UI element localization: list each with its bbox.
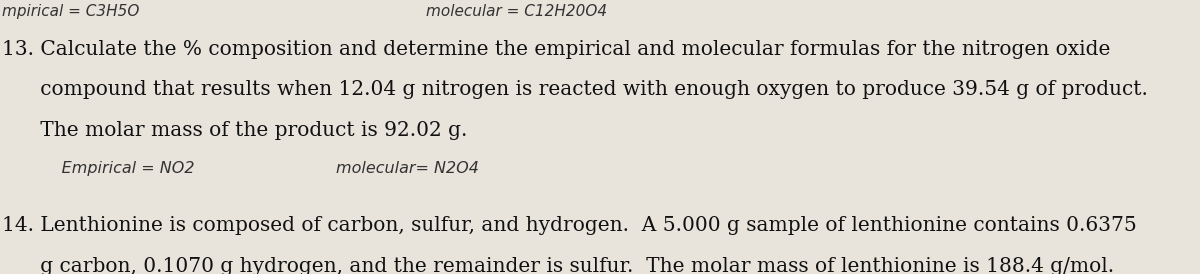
Text: molecular = C12H20O4: molecular = C12H20O4 <box>426 4 607 19</box>
Text: compound that results when 12.04 g nitrogen is reacted with enough oxygen to pro: compound that results when 12.04 g nitro… <box>2 80 1148 99</box>
Text: 13. Calculate the % composition and determine the empirical and molecular formul: 13. Calculate the % composition and dete… <box>2 40 1111 59</box>
Text: Empirical = NO2: Empirical = NO2 <box>36 161 194 176</box>
Text: The molar mass of the product is 92.02 g.: The molar mass of the product is 92.02 g… <box>2 121 468 140</box>
Text: molecular= N2O4: molecular= N2O4 <box>336 161 479 176</box>
Text: g carbon, 0.1070 g hydrogen, and the remainder is sulfur.  The molar mass of len: g carbon, 0.1070 g hydrogen, and the rem… <box>2 257 1115 274</box>
Text: mpirical = C3H5O: mpirical = C3H5O <box>2 4 139 19</box>
Text: 14. Lenthionine is composed of carbon, sulfur, and hydrogen.  A 5.000 g sample o: 14. Lenthionine is composed of carbon, s… <box>2 216 1138 235</box>
